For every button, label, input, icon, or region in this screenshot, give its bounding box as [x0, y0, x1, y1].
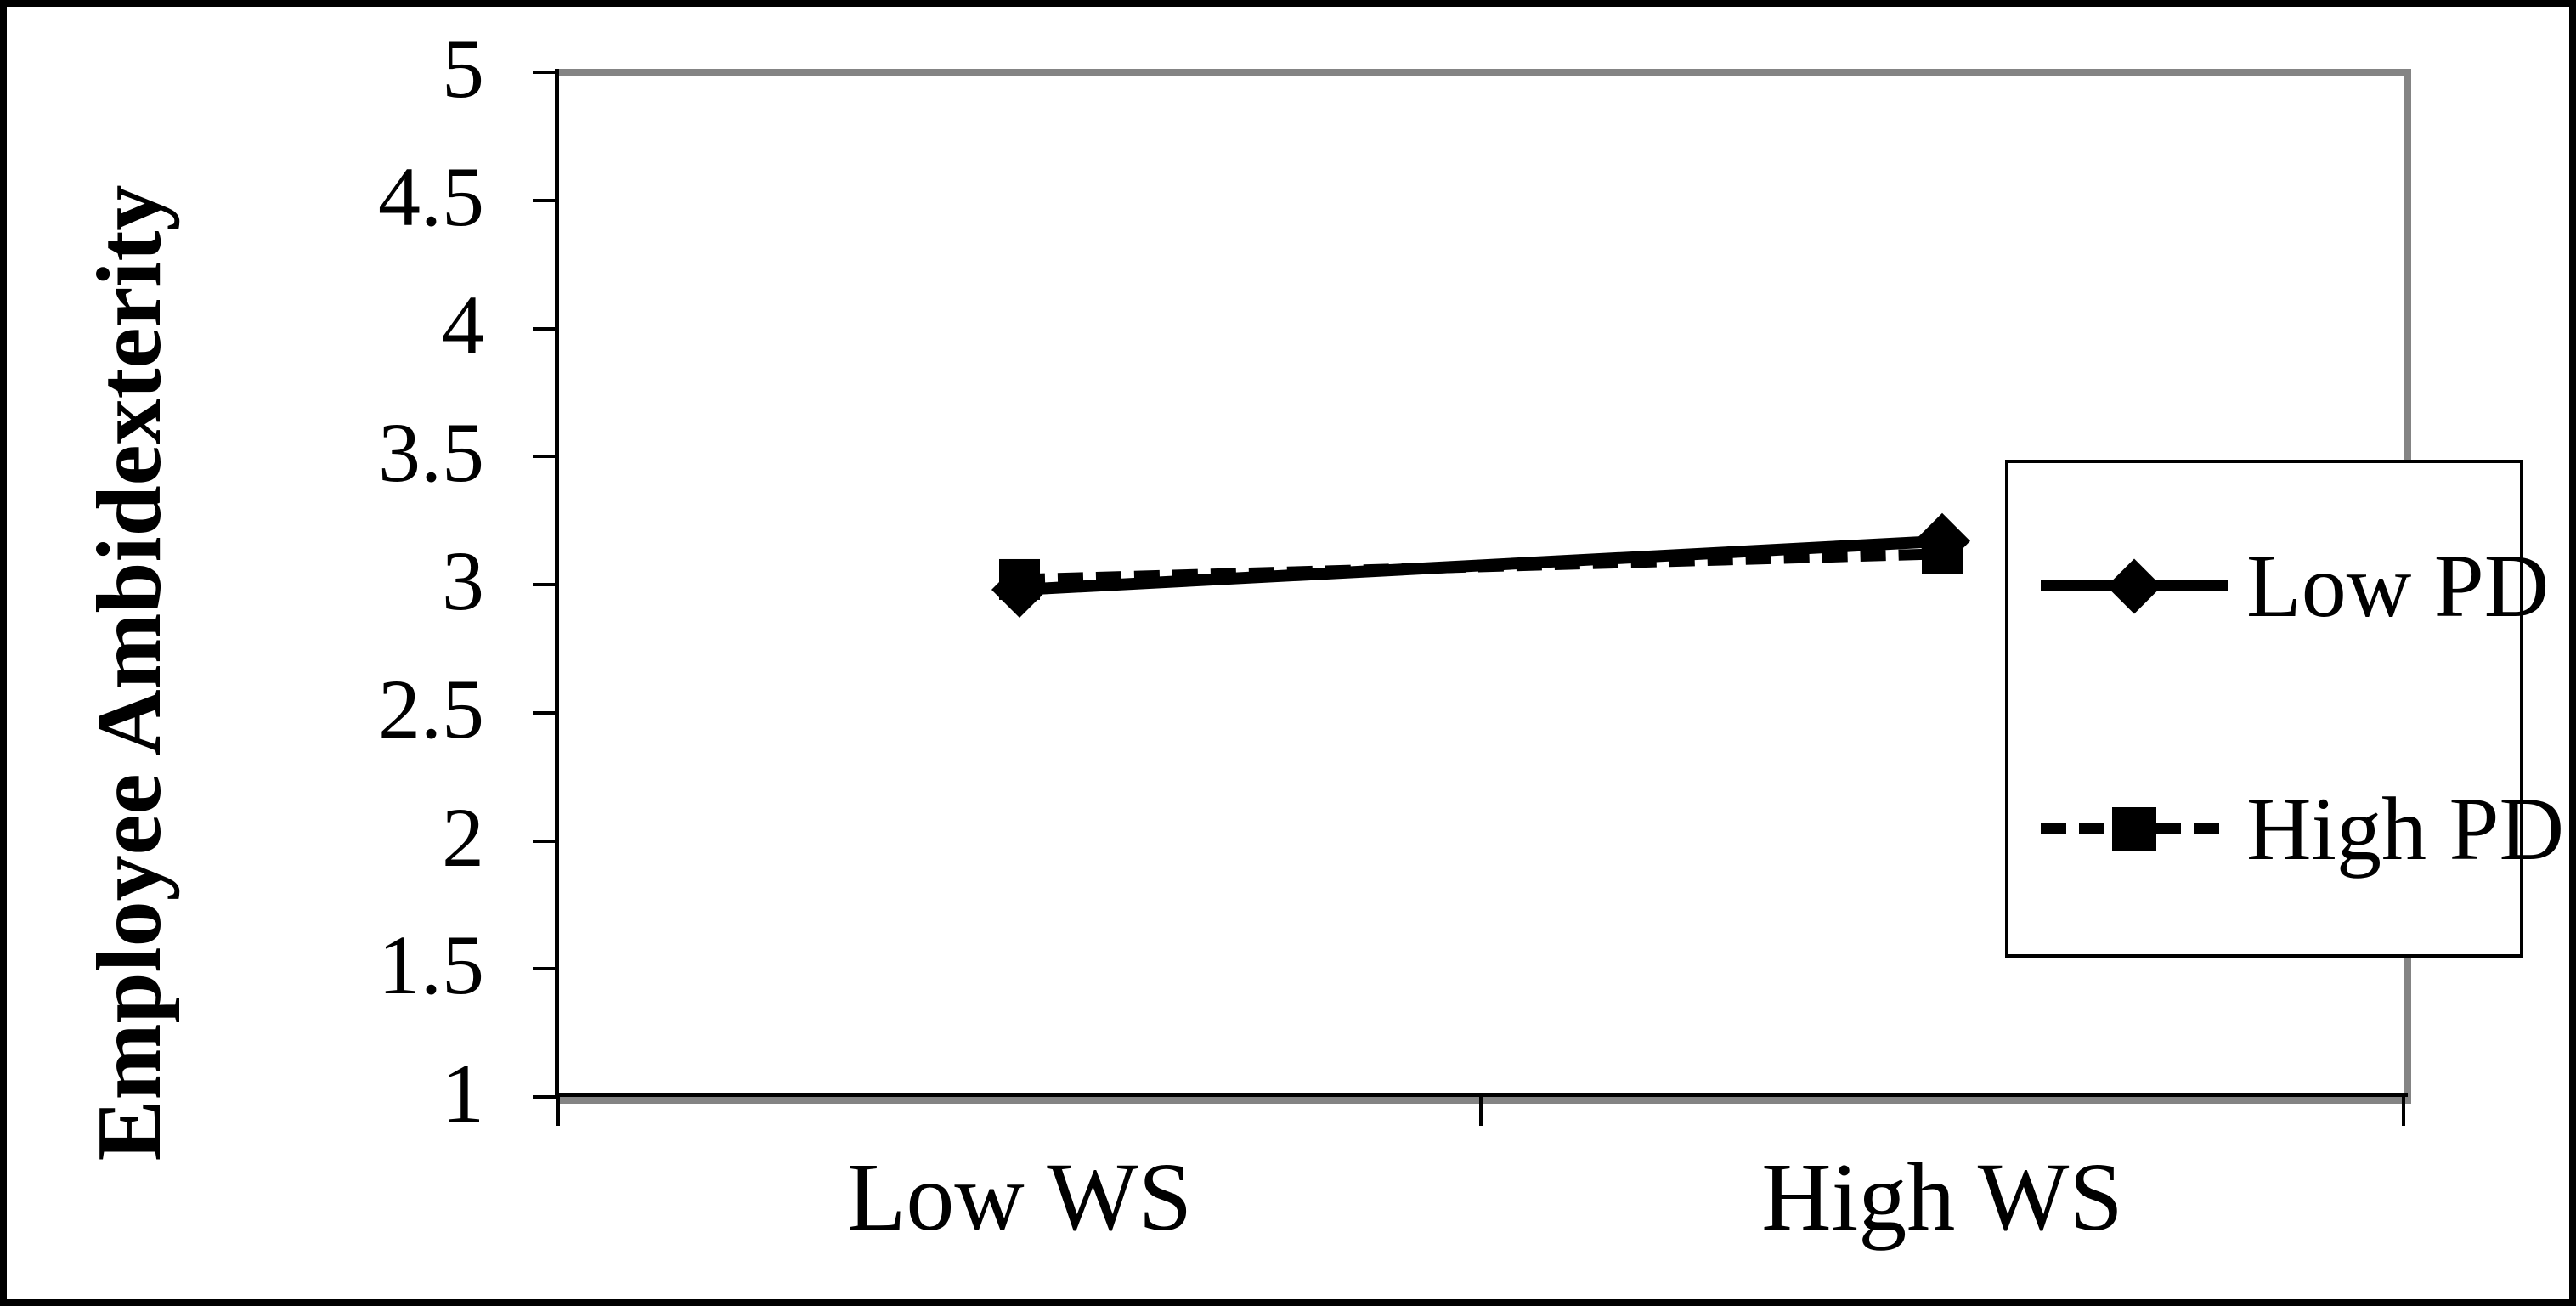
y-tick-label: 1.5	[378, 918, 484, 1013]
legend-sample-high-pd	[2041, 800, 2228, 859]
x-tick-mark	[556, 1097, 560, 1126]
y-tick-mark	[533, 198, 558, 202]
y-tick-label: 2	[442, 789, 484, 885]
x-tick-mark	[1479, 1097, 1483, 1126]
y-tick-label: 2.5	[378, 661, 484, 756]
x-axis-line	[555, 1093, 2408, 1097]
y-tick-label: 5	[442, 21, 484, 116]
data-point-square-high-pd	[1922, 533, 1963, 574]
y-tick-mark	[533, 839, 558, 843]
series-line-high-pd	[1019, 548, 1943, 585]
x-tick-mark	[2402, 1097, 2405, 1126]
y-tick-mark	[533, 1095, 558, 1099]
y-tick-label: 3	[442, 534, 484, 628]
y-tick-mark	[533, 71, 558, 74]
y-tick-label: 3.5	[378, 405, 484, 500]
y-tick-mark	[533, 455, 558, 459]
y-tick-mark	[533, 583, 558, 586]
diamond-marker-icon	[2106, 558, 2162, 614]
data-point-square-high-pd	[999, 558, 1040, 600]
y-tick-mark	[533, 710, 558, 715]
y-tick-mark	[533, 967, 558, 971]
x-category-label: Low WS	[846, 1143, 1193, 1251]
y-tick-label: 4.5	[378, 149, 484, 244]
y-tick-label: 1	[442, 1046, 484, 1140]
legend-label-high-pd: High PD	[2246, 779, 2565, 879]
square-marker-icon	[2112, 807, 2156, 851]
y-tick-label: 4	[442, 277, 484, 372]
legend-sample-low-pd	[2041, 557, 2228, 616]
legend: Low PD High PD	[2005, 460, 2564, 958]
x-category-label: High WS	[1761, 1143, 2123, 1251]
y-tick-mark	[533, 326, 558, 331]
legend-label-low-pd: Low PD	[2246, 536, 2550, 636]
